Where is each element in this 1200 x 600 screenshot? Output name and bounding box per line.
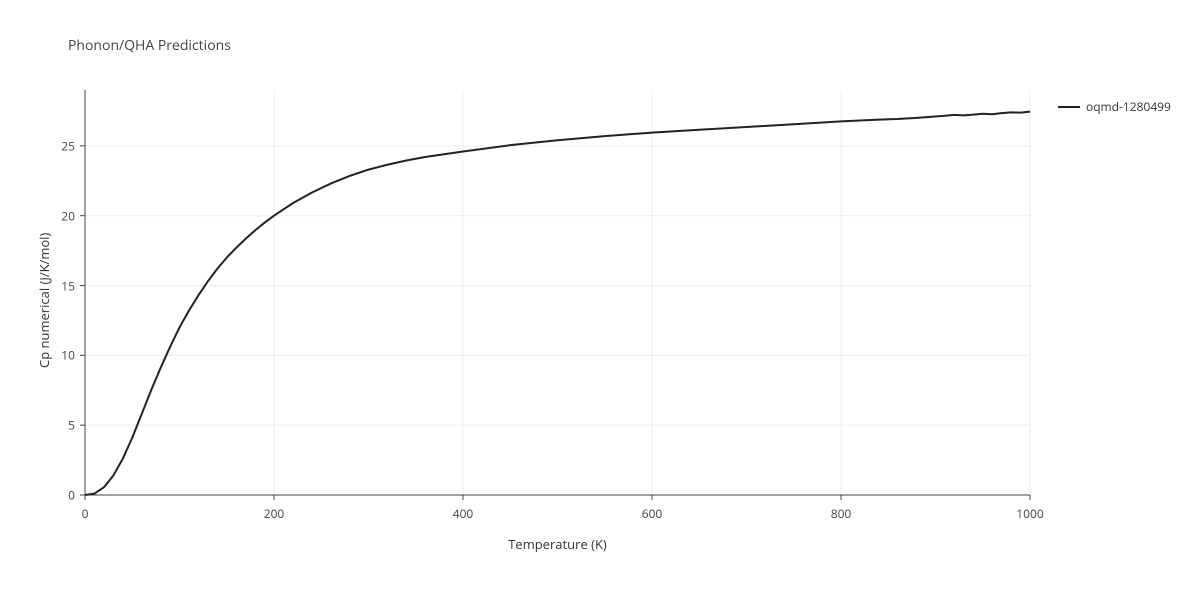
legend-label: oqmd-1280499 (1086, 98, 1171, 115)
y-tick-label: 10 (51, 347, 75, 364)
legend: oqmd-1280499 (1058, 98, 1171, 115)
x-tick-label: 400 (453, 505, 474, 522)
x-tick-label: 600 (642, 505, 663, 522)
legend-item: oqmd-1280499 (1058, 98, 1171, 115)
x-tick-label: 1000 (1016, 505, 1043, 522)
x-tick-label: 800 (831, 505, 852, 522)
y-tick-label: 20 (51, 207, 75, 224)
x-tick-label: 200 (264, 505, 285, 522)
x-axis-label: Temperature (K) (498, 535, 618, 553)
y-tick-label: 5 (51, 417, 75, 434)
x-tick-label: 0 (82, 505, 89, 522)
legend-swatch-icon (1058, 101, 1080, 113)
y-tick-label: 25 (51, 137, 75, 154)
y-tick-label: 15 (51, 277, 75, 294)
y-tick-label: 0 (51, 487, 75, 504)
